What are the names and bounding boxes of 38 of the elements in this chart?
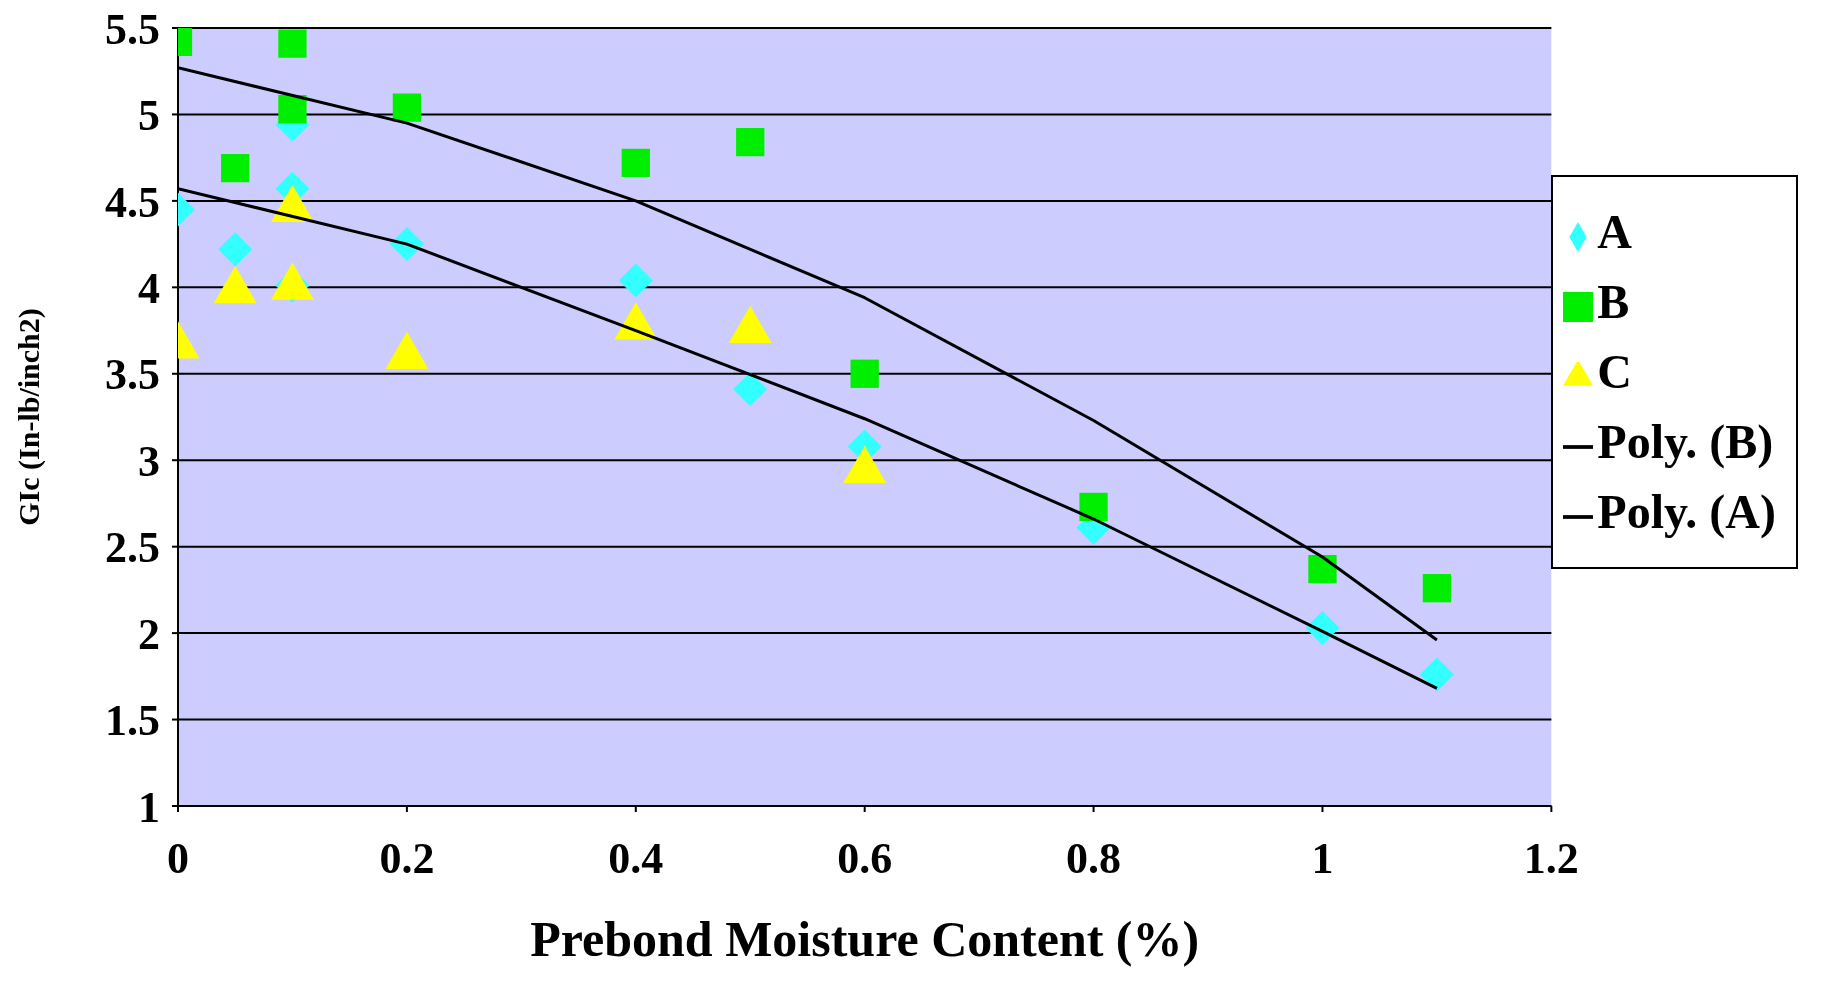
point — [736, 127, 765, 157]
x-tick-label: 0.8 — [1066, 834, 1122, 884]
x-tick-label: 0.2 — [379, 834, 435, 884]
legend-label: Poly. (A) — [1597, 485, 1776, 538]
y-tick-label: 5 — [138, 91, 160, 141]
y-tick-label: 4 — [138, 263, 160, 313]
point — [618, 263, 653, 298]
x-tick-label: 0 — [167, 834, 189, 884]
point — [278, 95, 307, 124]
point — [1422, 574, 1452, 603]
point — [1079, 492, 1108, 522]
point — [221, 153, 250, 183]
y-tick-label: 1.5 — [105, 696, 160, 746]
y-tick-label: 4.5 — [105, 177, 160, 227]
point — [278, 29, 307, 58]
y-tick-label: 3 — [138, 436, 160, 486]
point — [1308, 555, 1337, 584]
legend-label: A — [1597, 205, 1633, 258]
x-axis-title: Prebond Moisture Content (%) — [530, 911, 1200, 967]
point — [392, 93, 422, 122]
point — [621, 148, 650, 177]
y-tick-label: 2.5 — [105, 523, 160, 573]
x-tick-label: 0.6 — [837, 834, 893, 884]
legend-label: C — [1597, 345, 1633, 398]
legend-label: Poly. (B) — [1597, 415, 1774, 468]
y-tick-label: 2 — [138, 609, 160, 659]
point — [218, 232, 253, 267]
legend-label: B — [1597, 275, 1630, 328]
x-tick-label: 1 — [1311, 834, 1334, 884]
y-tick-label: 5.5 — [105, 4, 160, 54]
y-axis-title: GIc (In-lb/inch2) — [11, 308, 46, 526]
y-tick-label: 1 — [138, 782, 160, 832]
y-tick-label: 3.5 — [105, 350, 160, 400]
x-tick-label: 0.4 — [608, 834, 664, 884]
x-tick-label: 1.2 — [1523, 834, 1579, 884]
point — [1419, 657, 1454, 692]
point — [850, 359, 879, 388]
point — [733, 372, 768, 407]
